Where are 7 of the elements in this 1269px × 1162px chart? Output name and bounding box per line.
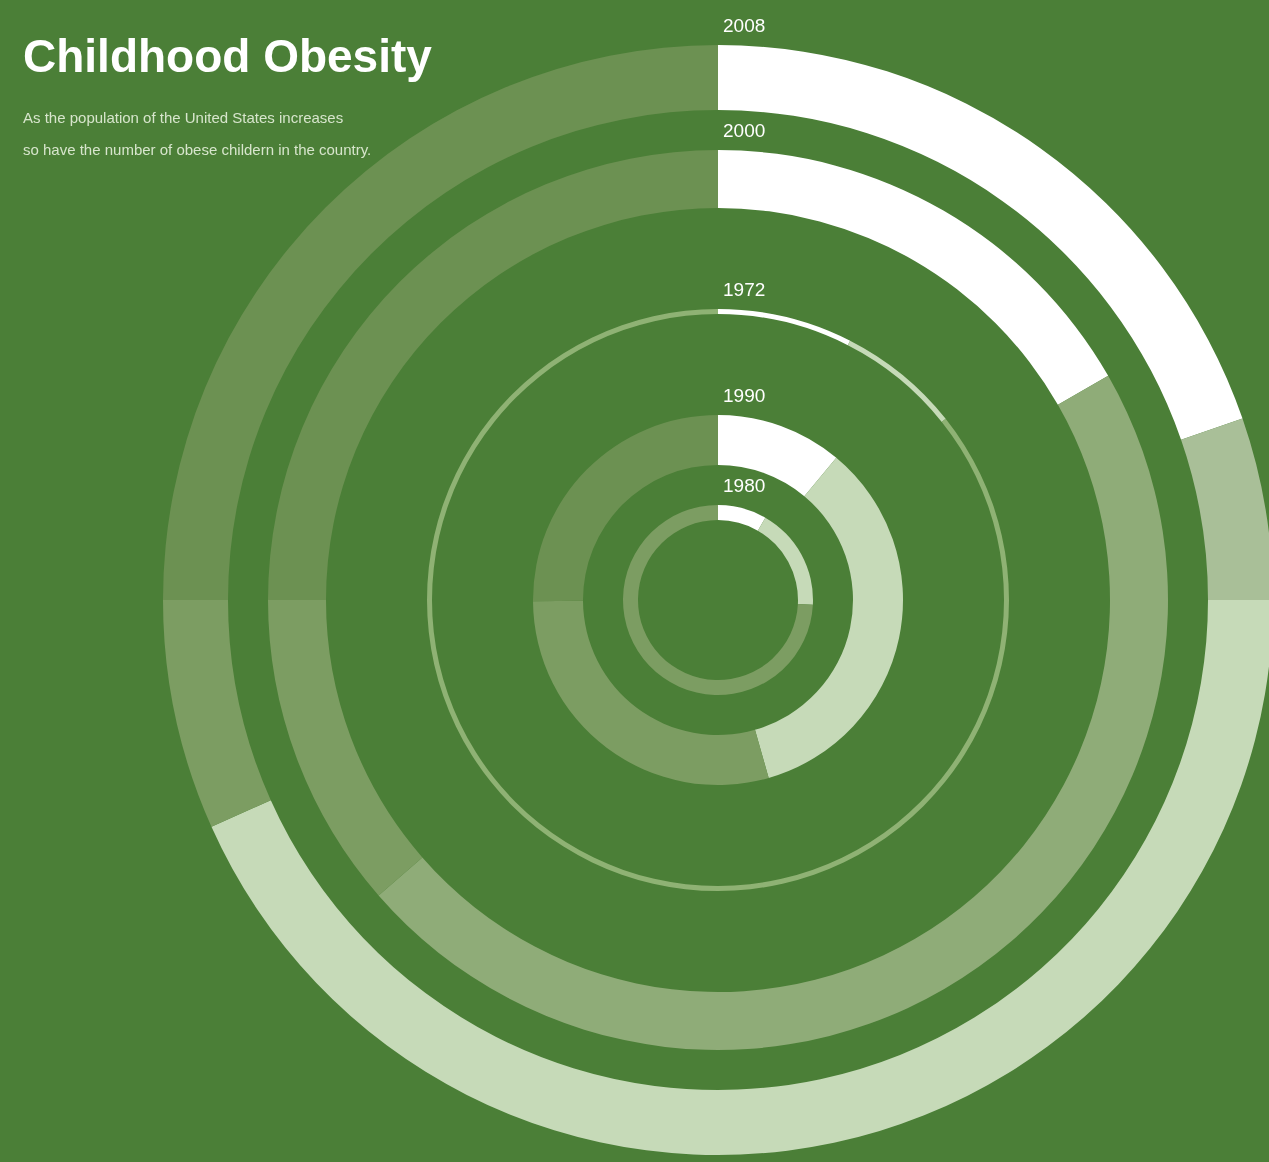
chart-title: 2008: [723, 15, 766, 36]
chart-title: 2000: [723, 120, 766, 141]
chart-title: 1980: [723, 475, 766, 496]
chart-title: 1990: [723, 385, 766, 406]
chart-title: 1972: [723, 279, 766, 300]
text: Childhood Obesity: [23, 30, 433, 82]
text: As the population of the United States increases so have the number of obese childern in the country.: [23, 108, 372, 158]
